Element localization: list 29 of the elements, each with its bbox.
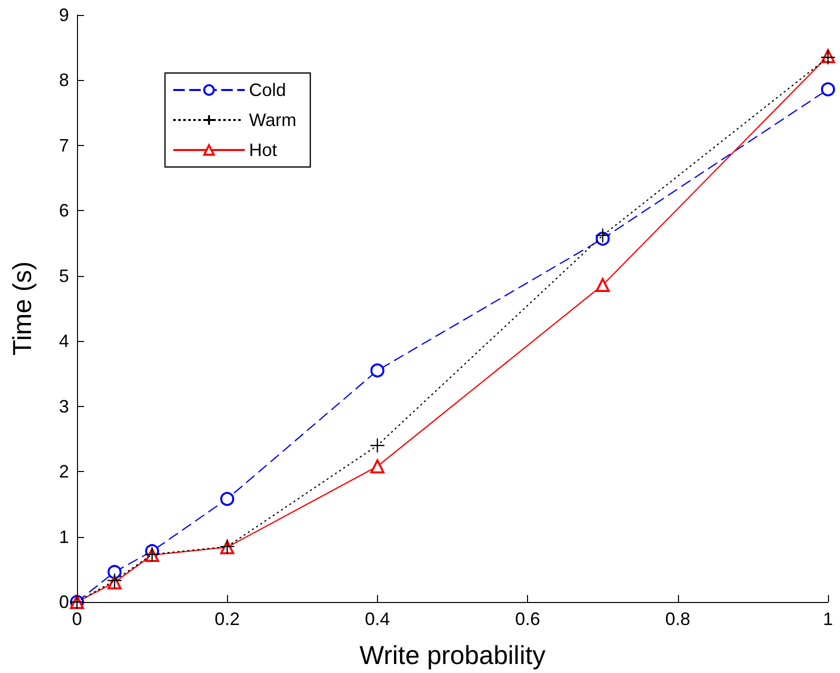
- legend-label: Cold: [249, 80, 286, 100]
- y-tick-label: 3: [58, 396, 69, 416]
- point: [370, 438, 385, 454]
- point: [596, 278, 610, 292]
- x-tick-label: 0.8: [665, 609, 690, 629]
- x-tick-label: 0.2: [214, 609, 240, 629]
- x-tick-label: 0: [72, 609, 82, 629]
- point: [370, 363, 384, 378]
- x-tick-label: 0.4: [364, 609, 390, 629]
- point: [370, 459, 384, 474]
- y-tick-label: 9: [58, 5, 69, 25]
- point: [108, 565, 122, 579]
- x-tick-label: 1: [822, 609, 834, 629]
- point: [220, 492, 234, 506]
- y-tick-label: 8: [58, 70, 69, 90]
- legend-label: Warm: [249, 110, 296, 130]
- y-tick-label: 5: [58, 266, 69, 286]
- point: [595, 228, 610, 244]
- y-tick-label: 7: [58, 135, 69, 156]
- legend-label: Hot: [249, 140, 278, 160]
- x-tick-label: 0.6: [515, 609, 540, 629]
- y-tick-label: 6: [58, 200, 69, 221]
- point: [821, 82, 835, 96]
- y-tick-label: 2: [58, 462, 69, 482]
- x-axis-title: Write probability: [360, 640, 546, 670]
- y-tick-label: 4: [58, 331, 69, 352]
- y-axis-title: Time (s): [7, 261, 37, 356]
- y-tick-label: 1: [58, 526, 69, 547]
- y-tick-label: 0: [58, 592, 69, 612]
